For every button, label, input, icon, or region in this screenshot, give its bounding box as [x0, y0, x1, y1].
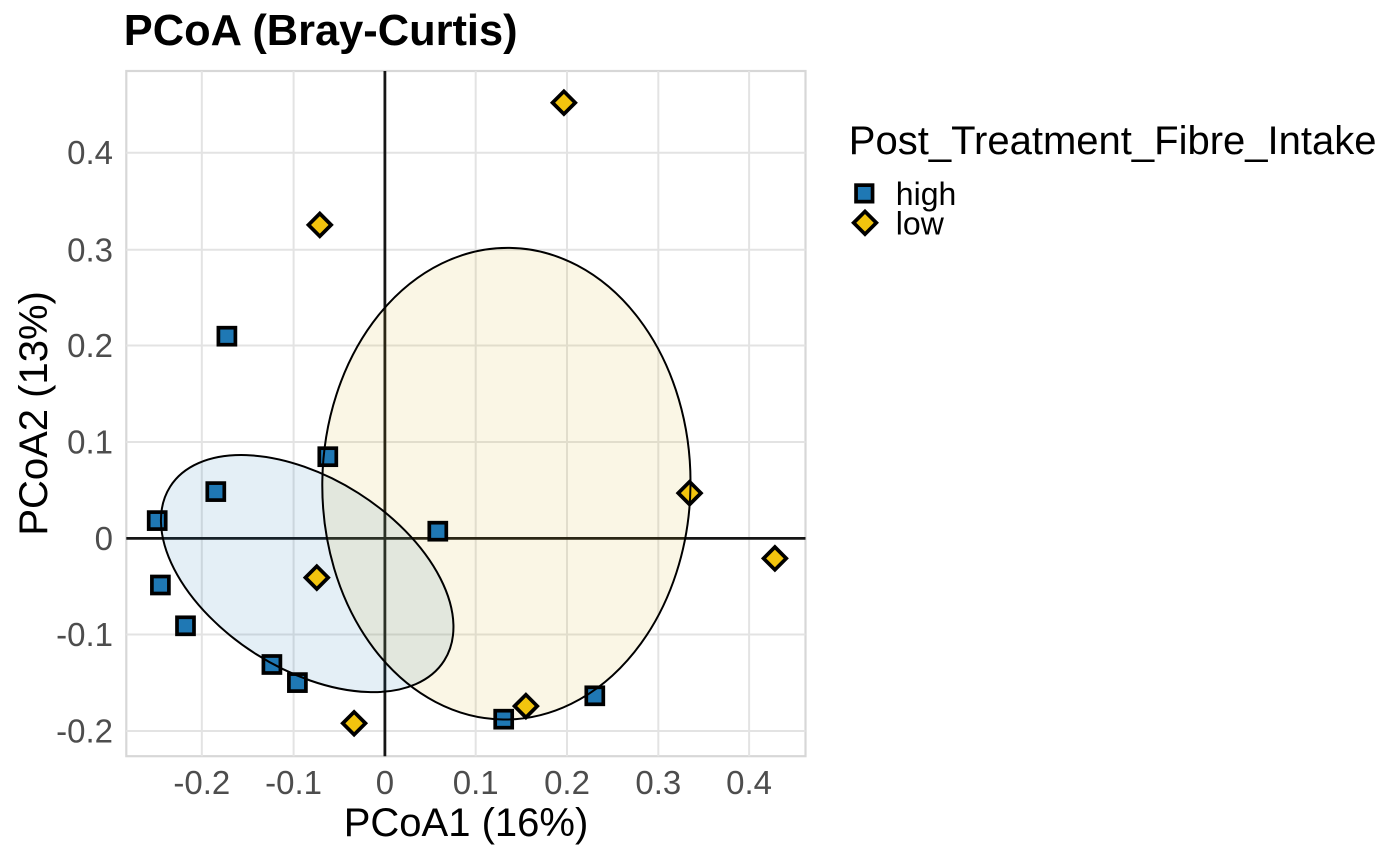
svg-text:low: low: [896, 206, 945, 242]
svg-text:0.1: 0.1: [67, 424, 113, 461]
svg-text:-0.1: -0.1: [265, 764, 322, 801]
svg-text:0.4: 0.4: [67, 134, 113, 171]
svg-text:high: high: [896, 176, 957, 212]
svg-text:-0.2: -0.2: [56, 713, 113, 750]
svg-text:0.4: 0.4: [726, 764, 772, 801]
svg-text:0.1: 0.1: [453, 764, 499, 801]
svg-text:PCoA1 (16%): PCoA1 (16%): [344, 801, 589, 845]
svg-text:PCoA (Bray-Curtis): PCoA (Bray-Curtis): [124, 7, 518, 55]
svg-text:-0.1: -0.1: [56, 616, 113, 653]
svg-text:0.2: 0.2: [544, 764, 590, 801]
svg-text:Post_Treatment_Fibre_Intake: Post_Treatment_Fibre_Intake: [849, 119, 1377, 163]
svg-text:0.2: 0.2: [67, 327, 113, 364]
svg-text:-0.2: -0.2: [173, 764, 230, 801]
svg-text:PCoA2 (13%): PCoA2 (13%): [12, 291, 56, 536]
svg-text:0: 0: [95, 520, 113, 557]
svg-text:0.3: 0.3: [67, 231, 113, 268]
svg-text:0: 0: [376, 764, 394, 801]
svg-text:0.3: 0.3: [635, 764, 681, 801]
